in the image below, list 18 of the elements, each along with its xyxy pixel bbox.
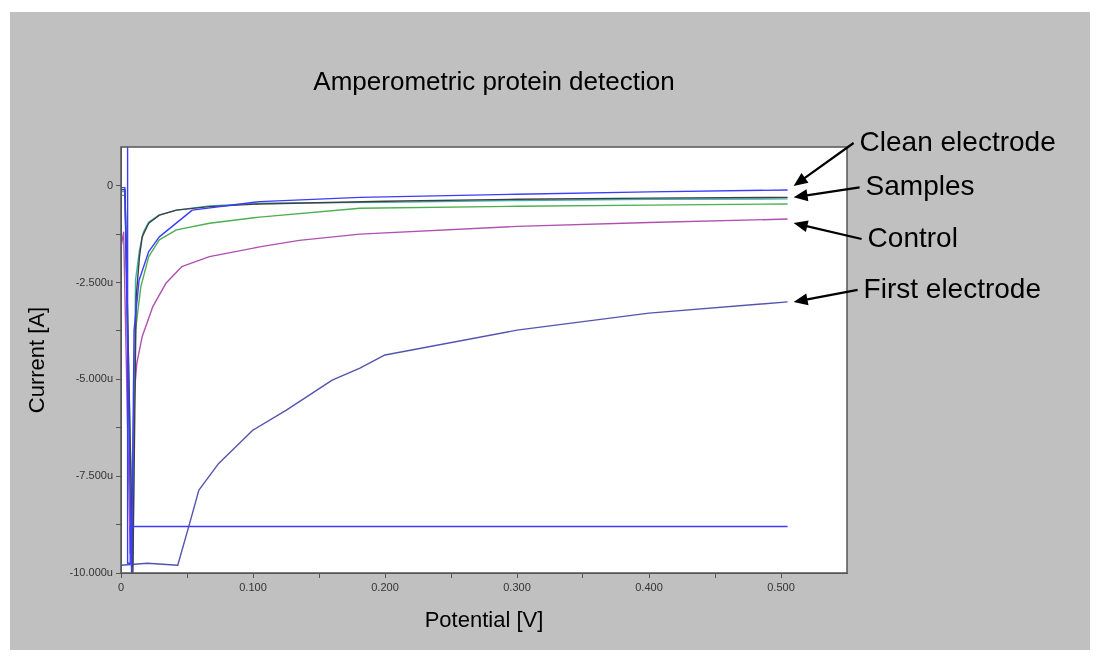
x-tick-label: 0.100 [239, 580, 267, 593]
y-axis-title: Current [A] [24, 306, 50, 414]
text: Clean electrode [859, 125, 1056, 157]
y-tick-label: -10.000u [69, 566, 113, 579]
y-tick-label: -5.000u [75, 372, 113, 385]
x-tick-label: 0.400 [635, 580, 663, 593]
chart-title: Amperometric protein detection [313, 66, 675, 97]
y-tick-label: -7.500u [75, 469, 113, 482]
y-tick-label: 0 [106, 178, 113, 191]
y-tick-label: -2.500u [75, 275, 113, 288]
x-tick-label: 0.300 [503, 580, 531, 593]
text: Control [867, 221, 958, 253]
text: Samples [865, 170, 975, 202]
x-tick-label: 0.500 [767, 580, 795, 593]
x-tick-label: 0 [117, 580, 125, 593]
x-axis-title: Potential [V] [424, 607, 544, 633]
text: First electrode [863, 272, 1042, 304]
x-tick-label: 0.200 [371, 580, 399, 593]
